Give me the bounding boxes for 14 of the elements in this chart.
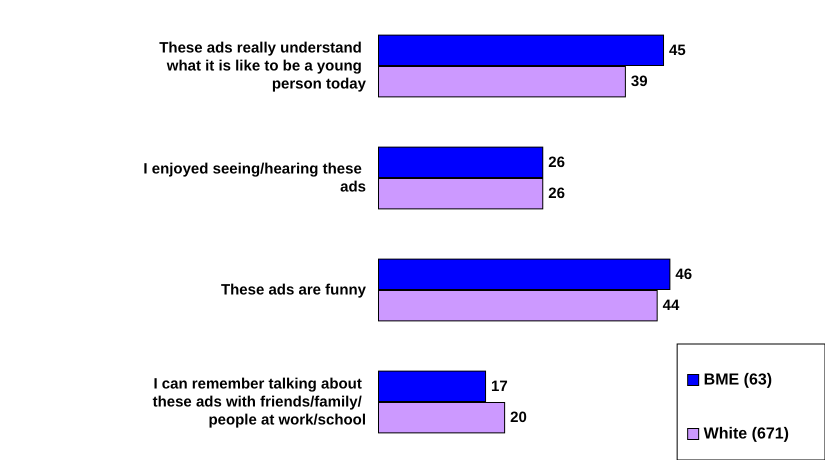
legend-label: BME (63) [704,372,772,388]
data-label: 26 [548,185,565,202]
data-label: 17 [491,378,508,395]
y-tick-label: These ads are funny [220,282,367,298]
data-label: 39 [630,73,648,90]
legend-label: White (671) [704,426,789,442]
y-tick-label: I enjoyed seeing/hearing these ads [143,160,366,196]
y-tick-label: These ads really understand what it is like to be a young person today [159,40,367,92]
data-label: 44 [662,297,680,314]
data-label: 46 [675,266,692,283]
data-label: 26 [548,154,565,171]
data-label: 45 [669,42,686,59]
data-label: 20 [510,409,527,426]
y-tick-label: I can remember talking about these ads with friends/family/ people at work/school [152,376,366,428]
